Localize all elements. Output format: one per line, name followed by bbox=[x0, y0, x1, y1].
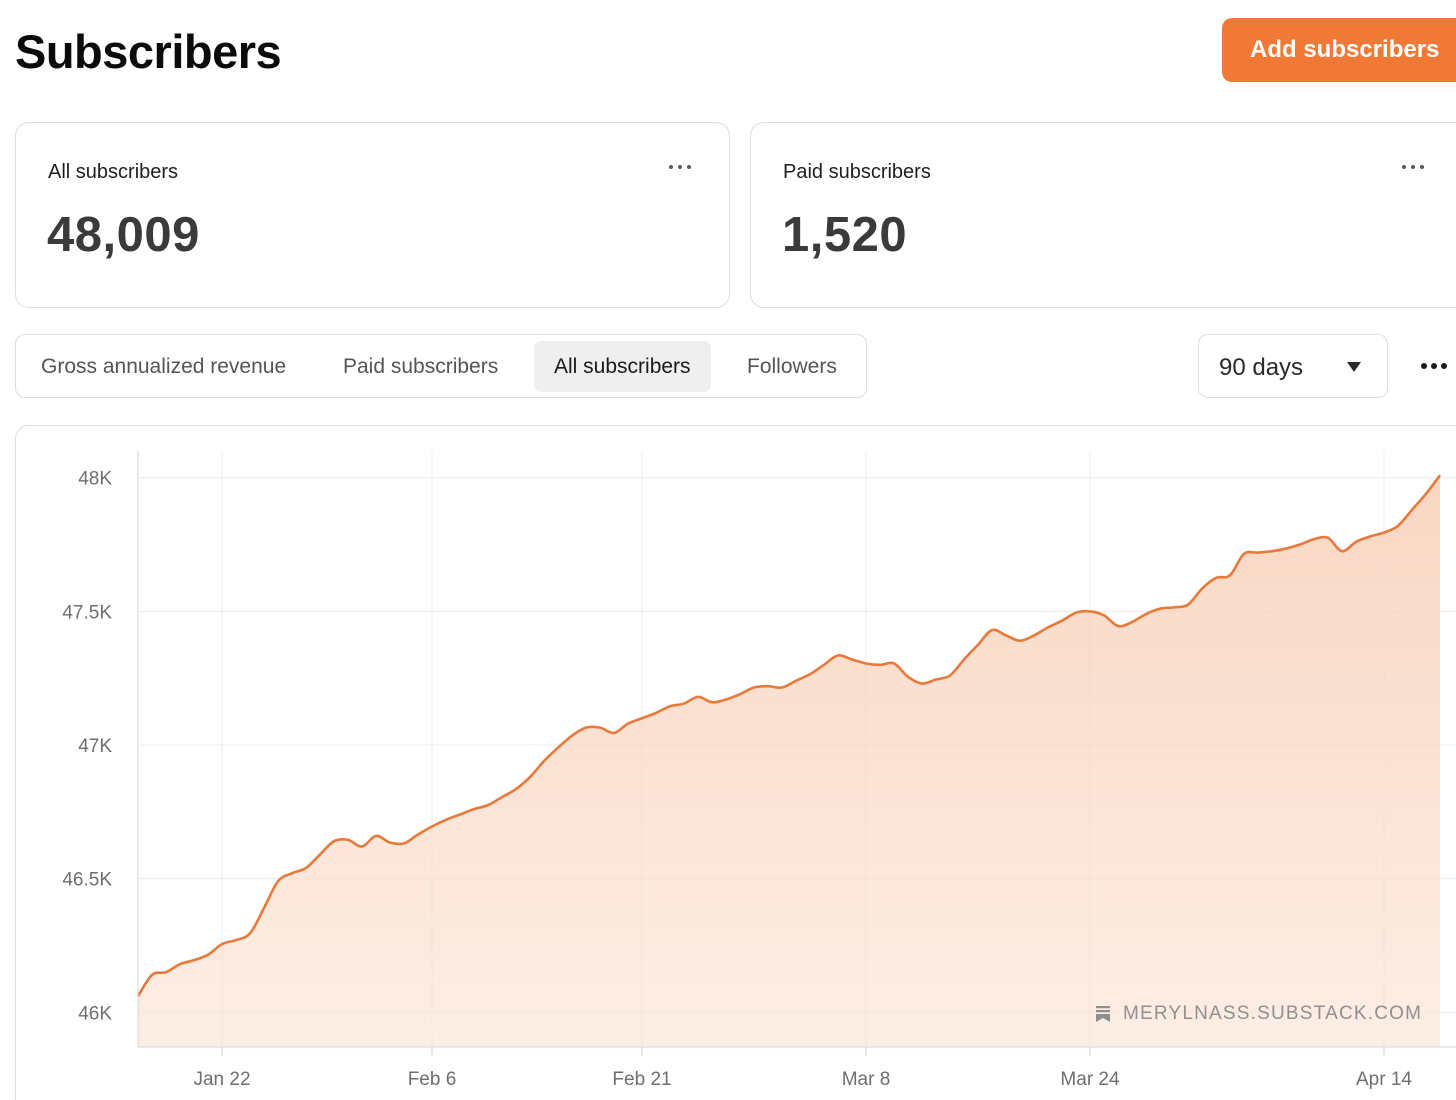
y-tick-label: 46K bbox=[78, 1003, 112, 1024]
date-range-value: 90 days bbox=[1219, 354, 1304, 381]
chart-more-options-icon[interactable] bbox=[1421, 363, 1447, 369]
chart-card: 48K 47.5K 47K 46.5K 46K Jan 22 Feb 6 Feb 21 Mar … bbox=[15, 425, 1456, 1100]
x-tick-label: Feb 6 bbox=[408, 1069, 457, 1090]
stat-card-value: 1,520 bbox=[782, 208, 908, 262]
more-options-icon[interactable] bbox=[669, 165, 691, 171]
series-line bbox=[136, 474, 1442, 997]
y-tick-label: 48K bbox=[78, 469, 112, 490]
y-tick-label: 46.5K bbox=[62, 870, 112, 891]
tab-paid-subscribers[interactable]: Paid subscribers bbox=[343, 354, 499, 378]
x-tick-label: Apr 14 bbox=[1356, 1069, 1412, 1090]
x-tick-label: Jan 22 bbox=[193, 1069, 250, 1090]
tab-gross-annualized-revenue[interactable]: Gross annualized revenue bbox=[41, 354, 287, 378]
stat-card-label: All subscribers bbox=[48, 161, 179, 183]
y-tick-label: 47.5K bbox=[62, 602, 112, 623]
add-subscribers-button[interactable]: Add subscribers bbox=[1222, 18, 1456, 82]
series-area-fill bbox=[138, 475, 1440, 1048]
page-title: Subscribers bbox=[15, 25, 282, 78]
y-tick-label: 47K bbox=[78, 736, 112, 757]
stat-card-paid-subscribers: Paid subscribers 1,520 bbox=[750, 122, 1456, 308]
tab-followers[interactable]: Followers bbox=[747, 354, 837, 378]
stat-card-label: Paid subscribers bbox=[783, 161, 931, 183]
tab-all-subscribers[interactable]: All subscribers bbox=[534, 341, 711, 392]
stat-card-all-subscribers: All subscribers 48,009 bbox=[15, 122, 730, 308]
watermark-text: MERYLNASS.SUBSTACK.COM bbox=[1123, 1003, 1423, 1024]
more-options-icon[interactable] bbox=[1402, 165, 1424, 171]
x-tick-label: Feb 21 bbox=[612, 1069, 671, 1090]
x-tick-label: Mar 24 bbox=[1060, 1069, 1120, 1090]
substack-logo-icon bbox=[1096, 1006, 1110, 1022]
subscribers-chart: 48K 47.5K 47K 46.5K 46K Jan 22 Feb 6 Feb 21 Mar … bbox=[62, 451, 1456, 1090]
metric-tabs: Gross annualized revenue Paid subscriber… bbox=[15, 334, 867, 398]
date-range-select[interactable]: 90 days bbox=[1198, 334, 1388, 398]
x-tick-label: Mar 8 bbox=[842, 1069, 891, 1090]
stat-card-value: 48,009 bbox=[47, 208, 200, 262]
chevron-down-icon bbox=[1347, 362, 1361, 372]
watermark: MERYLNASS.SUBSTACK.COM bbox=[1095, 1003, 1422, 1025]
